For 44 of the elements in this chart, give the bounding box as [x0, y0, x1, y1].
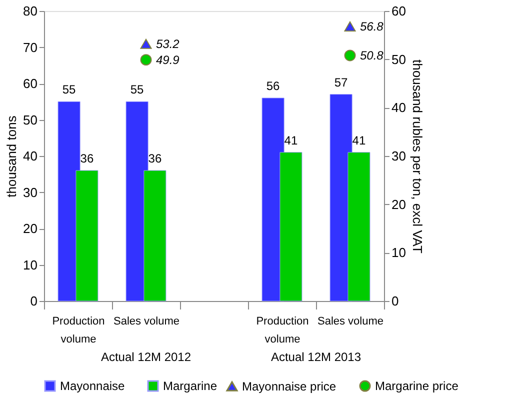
y-tick-label: 60: [23, 76, 38, 91]
data-label: 56.8: [360, 19, 384, 34]
y2-tick-label: 30: [392, 148, 406, 164]
data-label: 41: [352, 133, 366, 148]
y-tick-label: 0: [30, 294, 38, 308]
y-tick-label: 40: [23, 148, 38, 164]
y-tick-label: 30: [23, 184, 38, 200]
y-tick-label: 20: [23, 221, 38, 236]
data-label: 55: [62, 82, 76, 97]
data-label: 55: [130, 82, 144, 97]
y-tick-label: 50: [23, 112, 38, 128]
y-tick-label: 10: [23, 257, 38, 272]
y2-tick-label: 40: [392, 100, 406, 116]
text: Actual 12M 2012: [100, 350, 192, 364]
y-tick-label: 80: [23, 4, 38, 18]
point: [140, 38, 152, 49]
data-label: 49.9: [156, 52, 180, 67]
legend-label: Mayonnaise: [60, 379, 126, 393]
x-tick-label: Sales volume: [317, 316, 384, 328]
y2-axis-title: thousand rubles per ton, excl VAT: [410, 60, 425, 254]
point: [140, 54, 152, 66]
data-label: 36: [148, 152, 162, 166]
data-label: 56: [266, 79, 280, 93]
legend-label: Margarine price: [375, 379, 459, 393]
y-tick-label: 70: [23, 40, 38, 55]
x-tick-label: Production volume: [52, 316, 105, 346]
point: [344, 50, 356, 62]
data-label: 50.8: [360, 48, 384, 62]
y2-tick-label: 50: [392, 52, 406, 67]
y-axis-title: thousand tons: [4, 115, 20, 198]
x-tick-label: Sales volume: [113, 316, 180, 328]
y2-tick-label: 0: [392, 294, 399, 308]
data-label: 53.2: [156, 36, 180, 51]
data-label: 57: [334, 75, 348, 90]
point: [344, 21, 356, 32]
data-label: 41: [284, 133, 298, 148]
legend-label: Margarine: [163, 379, 218, 393]
legend-label: Mayonnaise price: [242, 379, 336, 394]
y2-tick-label: 10: [392, 245, 406, 260]
y2-tick-label: 20: [392, 196, 406, 212]
x-tick-label: Production volume: [256, 316, 309, 346]
y2-tick-label: 60: [392, 4, 406, 18]
data-label: 36: [80, 152, 94, 166]
text: Actual 12M 2013: [270, 350, 362, 364]
